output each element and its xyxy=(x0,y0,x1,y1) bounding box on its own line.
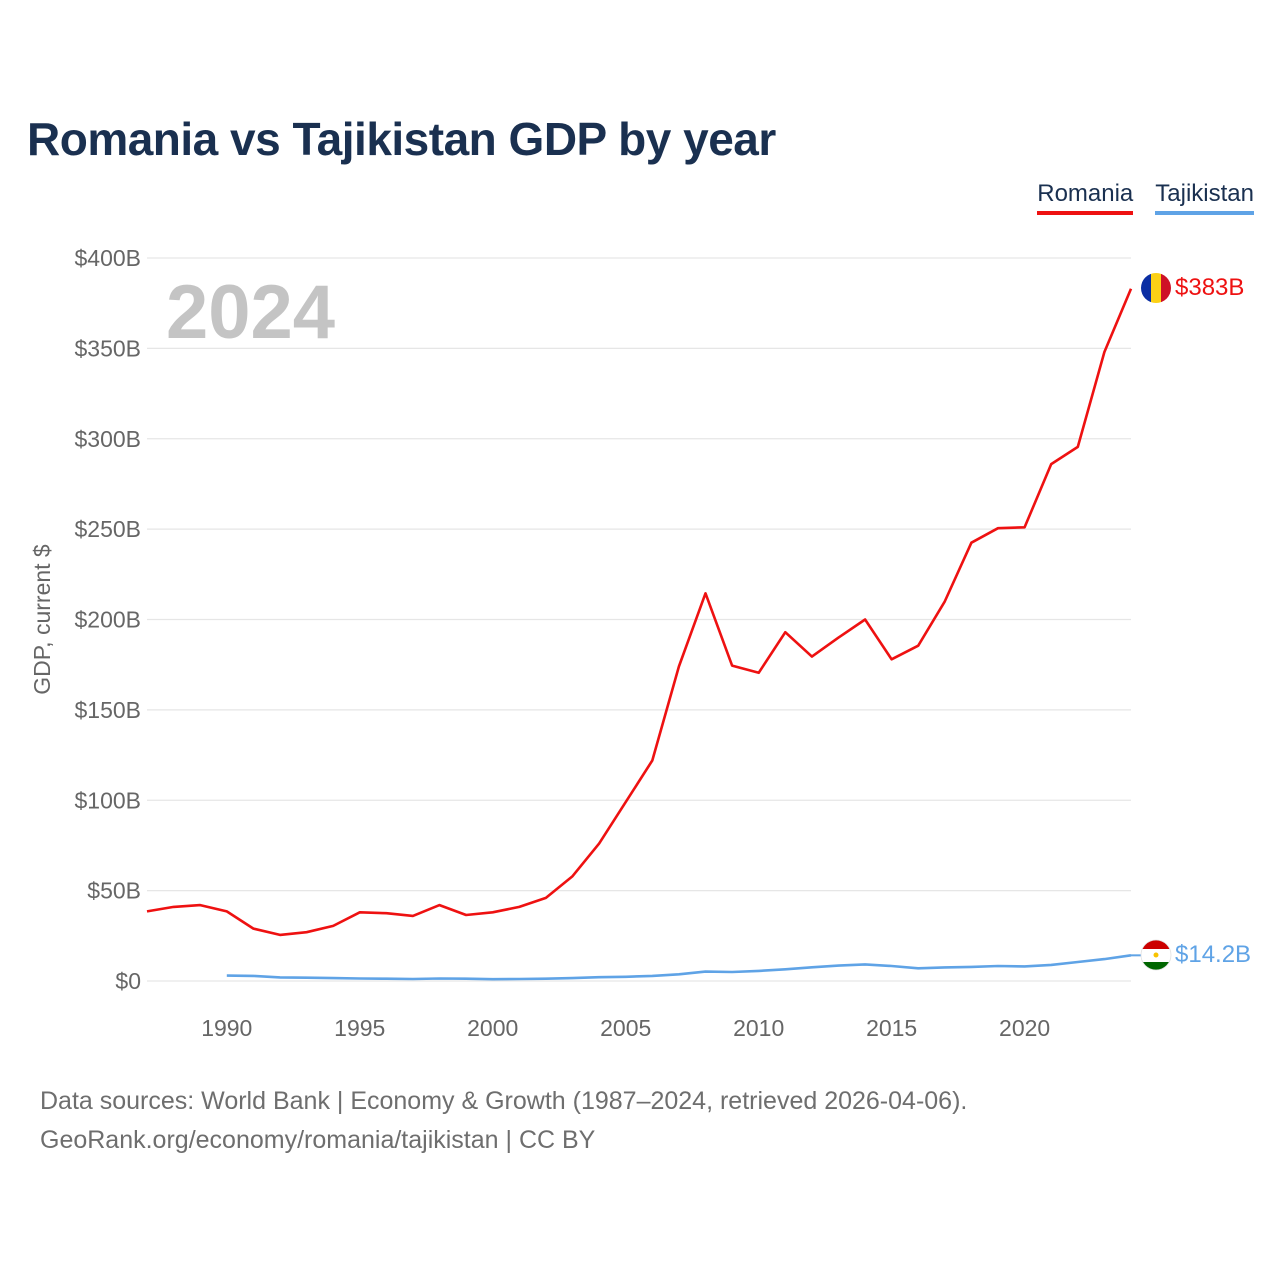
x-tick-label: 2020 xyxy=(999,1015,1050,1041)
y-tick-label: $350B xyxy=(74,335,141,361)
y-axis-label: GDP, current $ xyxy=(29,544,55,695)
y-tick-label: $50B xyxy=(87,878,141,904)
romania-flag-icon xyxy=(1141,273,1171,303)
legend-tajikistan[interactable]: Tajikistan xyxy=(1155,180,1254,215)
y-tick-label: $250B xyxy=(74,516,141,542)
legend-romania[interactable]: Romania xyxy=(1037,180,1134,215)
y-tick-label: $200B xyxy=(74,607,141,633)
series-line-tajikistan xyxy=(226,954,1132,981)
y-tick-label: $300B xyxy=(74,426,141,452)
gdp-line-chart: $0 $50B $100B $150B $200B $250B $300B $350B $400… xyxy=(29,245,1251,1041)
end-label-tajikistan: $14.2B xyxy=(1175,941,1251,968)
source-note: Data sources: World Bank | Economy & Gro… xyxy=(40,1082,967,1160)
page-title: Romania vs Tajikistan GDP by year xyxy=(27,113,776,165)
y-tick-label: $400B xyxy=(74,245,141,271)
source-line-2: GeoRank.org/economy/romania/tajikistan |… xyxy=(40,1126,596,1154)
tajikistan-flag-icon xyxy=(1141,940,1171,970)
chart-legend: Romania Tajikistan xyxy=(1037,180,1254,215)
x-tick-label: 2005 xyxy=(600,1015,651,1041)
source-line-1: Data sources: World Bank | Economy & Gro… xyxy=(40,1087,968,1115)
year-watermark: 2024 xyxy=(166,270,335,355)
series-line-romania xyxy=(146,288,1133,937)
x-tick-label: 2000 xyxy=(467,1015,518,1041)
x-tick-label: 2015 xyxy=(866,1015,917,1041)
y-tick-label: $0 xyxy=(115,968,141,994)
y-tick-label: $100B xyxy=(74,787,141,813)
x-tick-label: 2010 xyxy=(733,1015,784,1041)
y-tick-label: $150B xyxy=(74,697,141,723)
tajikistan-flag-border xyxy=(1140,939,1172,971)
x-tick-label: 1995 xyxy=(334,1015,385,1041)
x-tick-label: 1990 xyxy=(201,1015,252,1041)
end-label-romania: $383B xyxy=(1175,274,1244,301)
